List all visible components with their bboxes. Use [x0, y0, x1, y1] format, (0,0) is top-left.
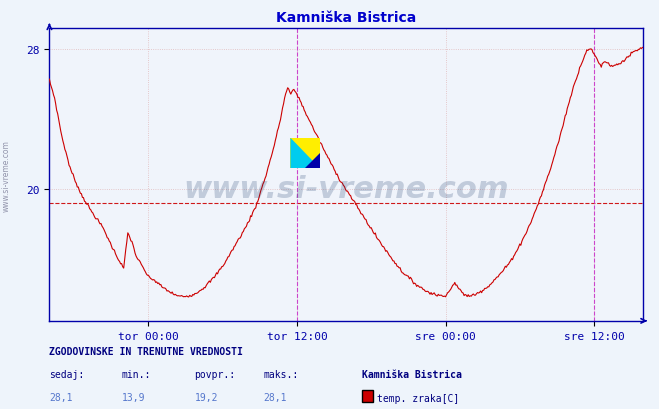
Text: sedaj:: sedaj:: [49, 369, 84, 380]
Text: Kamniška Bistrica: Kamniška Bistrica: [362, 369, 463, 380]
Text: maks.:: maks.:: [264, 369, 299, 380]
Text: temp. zraka[C]: temp. zraka[C]: [377, 393, 459, 403]
Text: 19,2: 19,2: [194, 392, 218, 402]
Text: www.si-vreme.com: www.si-vreme.com: [183, 175, 509, 204]
Text: min.:: min.:: [122, 369, 152, 380]
Polygon shape: [305, 154, 320, 169]
Polygon shape: [291, 138, 320, 169]
Text: 13,9: 13,9: [122, 392, 146, 402]
Text: povpr.:: povpr.:: [194, 369, 235, 380]
Text: www.si-vreme.com: www.si-vreme.com: [2, 140, 11, 212]
Text: 28,1: 28,1: [264, 392, 287, 402]
Text: 28,1: 28,1: [49, 392, 73, 402]
Text: ZGODOVINSKE IN TRENUTNE VREDNOSTI: ZGODOVINSKE IN TRENUTNE VREDNOSTI: [49, 346, 243, 356]
Title: Kamniška Bistrica: Kamniška Bistrica: [276, 11, 416, 25]
